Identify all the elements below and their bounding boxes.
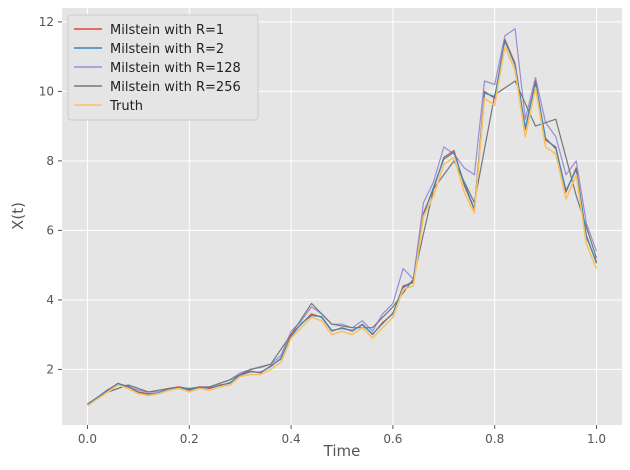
series-line-0 [87, 38, 598, 405]
x-tick-label: 0.8 [485, 432, 504, 446]
legend-box [67, 14, 259, 121]
series-line-1 [87, 40, 598, 405]
legend-label: Milstein with R=1 [110, 23, 224, 38]
legend-label: Milstein with R=128 [110, 61, 241, 76]
y-tick-label: 8 [46, 154, 54, 168]
y-axis-ticks: 2 4 6 8 10 12 [39, 15, 62, 376]
y-axis-label: X(t) [9, 202, 27, 230]
series-line-4 [87, 45, 598, 407]
x-tick-label: 1.0 [587, 432, 606, 446]
x-tick-label: 0.0 [78, 432, 97, 446]
x-axis-ticks: 0.0 0.2 0.4 0.6 0.8 1.0 [78, 425, 606, 446]
grid [62, 8, 622, 425]
x-tick-label: 0.2 [180, 432, 199, 446]
x-tick-label: 0.6 [383, 432, 402, 446]
y-tick-label: 12 [39, 15, 54, 29]
legend-label: Truth [109, 99, 143, 114]
x-axis-label: Time [323, 442, 361, 460]
legend-label: Milstein with R=2 [110, 42, 224, 57]
x-tick-label: 0.4 [282, 432, 301, 446]
y-tick-label: 2 [46, 362, 54, 376]
y-tick-label: 4 [46, 293, 54, 307]
y-tick-label: 6 [46, 223, 54, 237]
legend: Milstein with R=1 Milstein with R=2 Milste… [67, 14, 259, 121]
series-layer [87, 28, 598, 407]
legend-label: Milstein with R=256 [110, 80, 241, 95]
y-tick-label: 10 [39, 84, 54, 98]
